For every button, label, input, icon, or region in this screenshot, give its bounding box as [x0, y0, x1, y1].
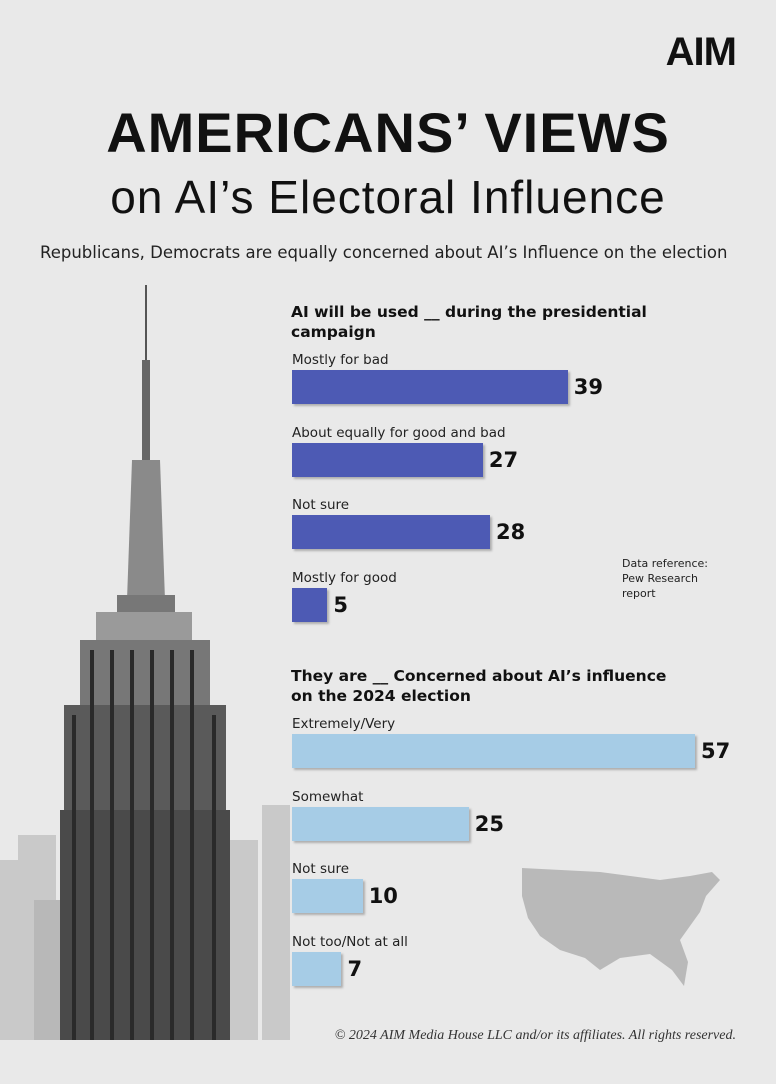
- footer: © 2024 AIM Media House LLC and/or its af…: [334, 1028, 736, 1043]
- us-map: [522, 868, 720, 986]
- bar: [292, 806, 469, 841]
- bar: [292, 370, 568, 404]
- category-label: Somewhat: [292, 788, 364, 805]
- bar: [292, 515, 490, 549]
- category-label: Not sure: [292, 861, 350, 877]
- data-note: Data reference: Pew Research report: [622, 557, 708, 600]
- category-label: Mostly for good: [292, 569, 397, 586]
- chart-title: They are __ Concerned about AI’s influen…: [291, 667, 667, 705]
- subtitle: on AI’s Electoral Influence: [110, 171, 666, 223]
- bar: [292, 442, 483, 477]
- bar: [292, 734, 695, 768]
- category-label: Not sure: [292, 497, 350, 513]
- category-label: Not too/Not at all: [292, 933, 408, 950]
- value-label: 10: [368, 884, 398, 908]
- background-buildings: [0, 805, 290, 1040]
- value-label: 25: [474, 811, 504, 836]
- category-label: About equally for good and bad: [292, 424, 506, 441]
- value-label: 5: [333, 592, 348, 617]
- title: AMERICANS’ VIEWS: [106, 101, 670, 164]
- value-label: 39: [573, 375, 603, 399]
- category-label: Extremely/Very: [292, 716, 396, 732]
- category-label: Mostly for bad: [292, 352, 389, 368]
- skyscraper: [60, 285, 230, 1040]
- bar: [292, 587, 328, 622]
- bar: [292, 879, 363, 913]
- logo: AIM: [665, 30, 737, 74]
- description: Republicans, Democrats are equally conce…: [40, 243, 728, 262]
- chart-title: AI will be used __ during the presidenti…: [291, 303, 647, 341]
- value-label: 27: [488, 447, 519, 472]
- value-label: 28: [495, 520, 526, 544]
- value-label: 57: [700, 739, 731, 763]
- value-label: 7: [347, 956, 363, 981]
- bar: [292, 951, 342, 986]
